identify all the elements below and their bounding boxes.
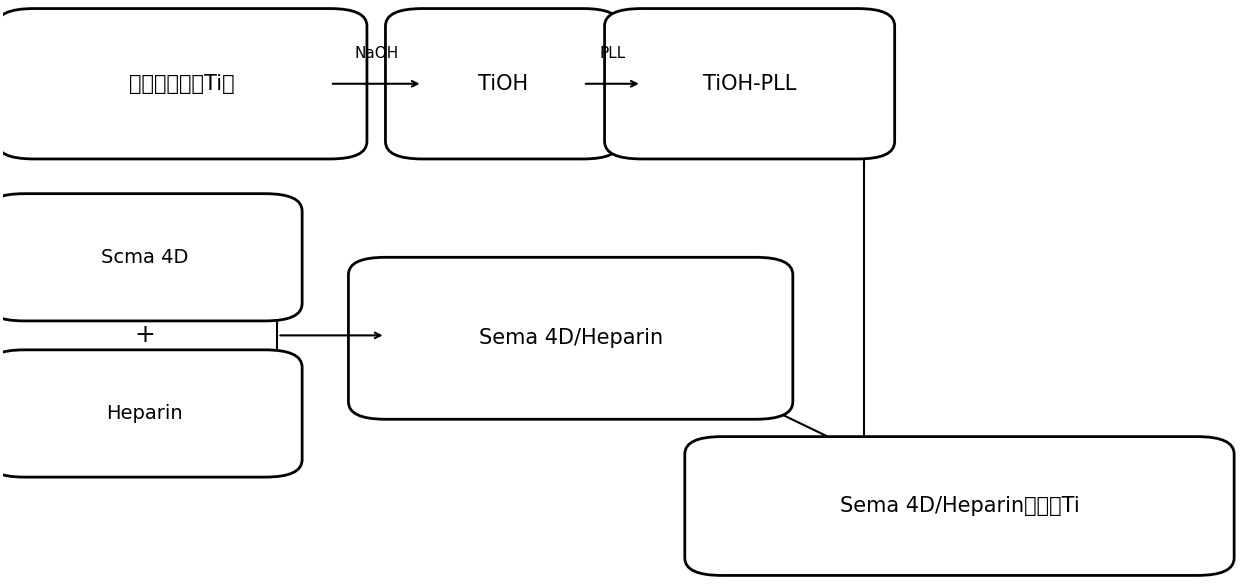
Text: Scma 4D: Scma 4D <box>100 248 188 267</box>
Text: Heparin: Heparin <box>107 404 184 423</box>
Text: Sema 4D/Heparin修饰的Ti: Sema 4D/Heparin修饰的Ti <box>839 496 1079 516</box>
FancyBboxPatch shape <box>684 437 1234 575</box>
FancyBboxPatch shape <box>386 9 620 159</box>
Text: NaOH: NaOH <box>355 46 398 61</box>
Text: Sema 4D/Heparin: Sema 4D/Heparin <box>479 328 662 348</box>
Text: TiOH: TiOH <box>477 74 528 94</box>
Text: PLL: PLL <box>599 46 625 61</box>
FancyBboxPatch shape <box>605 9 895 159</box>
Text: TiOH-PLL: TiOH-PLL <box>703 74 796 94</box>
FancyBboxPatch shape <box>0 350 303 477</box>
FancyBboxPatch shape <box>0 9 367 159</box>
Text: 心血管材料（Ti）: 心血管材料（Ti） <box>129 74 234 94</box>
FancyBboxPatch shape <box>348 258 792 419</box>
FancyBboxPatch shape <box>0 194 303 321</box>
Text: +: + <box>134 324 155 347</box>
